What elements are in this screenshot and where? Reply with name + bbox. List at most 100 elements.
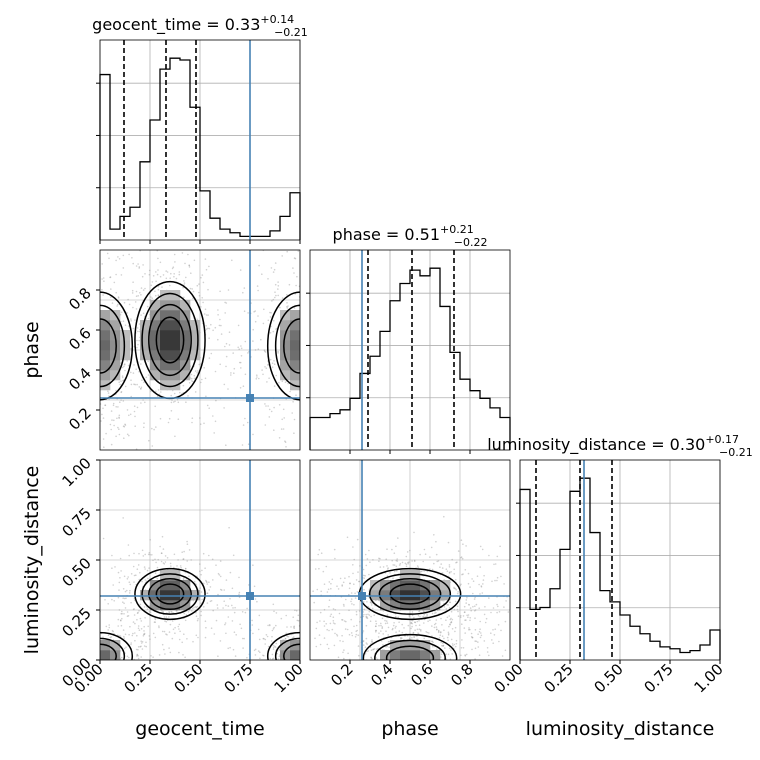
contour-line (266, 291, 300, 401)
sample-point (366, 617, 369, 620)
sample-point (449, 601, 451, 603)
sample-point (258, 264, 260, 267)
sample-point (119, 383, 121, 386)
sample-point (193, 374, 196, 377)
sample-point (297, 614, 300, 617)
sample-point (243, 310, 246, 313)
sample-point (115, 435, 117, 438)
sample-point (362, 630, 365, 632)
sample-point (237, 324, 240, 327)
sample-point (120, 391, 122, 394)
sample-point (337, 656, 340, 659)
sample-point (447, 541, 450, 544)
sample-point (241, 611, 244, 613)
sample-point (436, 628, 438, 631)
sample-point (171, 611, 173, 613)
density-cell (120, 330, 131, 341)
sample-point (283, 417, 286, 419)
sample-point (411, 622, 414, 625)
sample-point (285, 614, 288, 617)
sample-point (295, 394, 297, 397)
xtick-label: 0.25 (540, 660, 576, 696)
sample-point (118, 381, 120, 384)
hist-frame (309, 249, 511, 451)
sample-point (202, 281, 205, 284)
sample-point (173, 275, 175, 278)
sample-point (123, 635, 125, 638)
sample-point (353, 558, 356, 561)
joint-panel-luminosity_distance-vs-geocent_time (99, 459, 301, 661)
sample-point (437, 560, 440, 562)
sample-point (265, 405, 267, 407)
sample-point (232, 554, 235, 557)
sample-point (441, 624, 443, 626)
sample-point (132, 327, 135, 330)
sample-point (219, 575, 222, 578)
density-cell (140, 590, 151, 601)
sample-point (464, 611, 466, 613)
sample-point (450, 621, 453, 623)
xtick-label: 0.50 (170, 660, 206, 696)
sample-point (172, 628, 175, 631)
sample-point (140, 620, 143, 622)
sample-point (354, 636, 357, 638)
density-cell (410, 570, 421, 581)
sample-point (171, 399, 173, 401)
sample-point (281, 297, 284, 299)
sample-point (123, 364, 126, 366)
sample-point (168, 610, 170, 613)
sample-point (122, 588, 125, 590)
sample-point (437, 631, 440, 634)
density-cell (100, 320, 111, 331)
density-cell (430, 590, 441, 601)
sample-point (104, 404, 106, 407)
sample-point (202, 552, 205, 555)
sample-point (469, 586, 471, 588)
sample-point (133, 410, 136, 413)
sample-point (255, 378, 258, 380)
sample-point (128, 656, 130, 659)
sample-point (147, 374, 150, 376)
sample-point (436, 628, 438, 631)
sample-point (112, 584, 114, 586)
sample-point (497, 605, 499, 608)
sample-point (183, 633, 185, 635)
sample-point (355, 630, 358, 633)
sample-point (130, 371, 132, 374)
sample-point (347, 652, 349, 655)
sample-point (127, 576, 129, 578)
sample-point (109, 276, 111, 279)
sample-point (238, 348, 240, 351)
sample-point (196, 619, 199, 622)
sample-point (140, 656, 142, 658)
sample-point (241, 637, 244, 640)
sample-point (267, 405, 269, 407)
sample-point (130, 601, 132, 604)
sample-point (482, 579, 485, 581)
sample-point (374, 625, 377, 628)
sample-point (462, 573, 464, 575)
sample-point (115, 259, 117, 262)
sample-point (142, 635, 145, 637)
sample-point (411, 625, 413, 628)
sample-point (355, 579, 358, 581)
sample-point (456, 605, 459, 608)
sample-point (222, 607, 224, 609)
sample-point (453, 587, 456, 590)
sample-point (277, 658, 280, 660)
sample-point (170, 410, 173, 412)
sample-point (159, 275, 162, 278)
sample-point (253, 311, 255, 313)
sample-point (370, 604, 373, 606)
sample-point (109, 636, 112, 639)
density-cell (400, 650, 411, 660)
sample-point (451, 558, 454, 561)
sample-point (207, 314, 209, 316)
sample-point (165, 277, 168, 280)
sample-point (264, 643, 267, 645)
sample-point (131, 292, 134, 294)
density-cell (290, 320, 300, 331)
sample-point (278, 404, 281, 406)
sample-point (133, 581, 135, 583)
density-cell (170, 350, 181, 361)
